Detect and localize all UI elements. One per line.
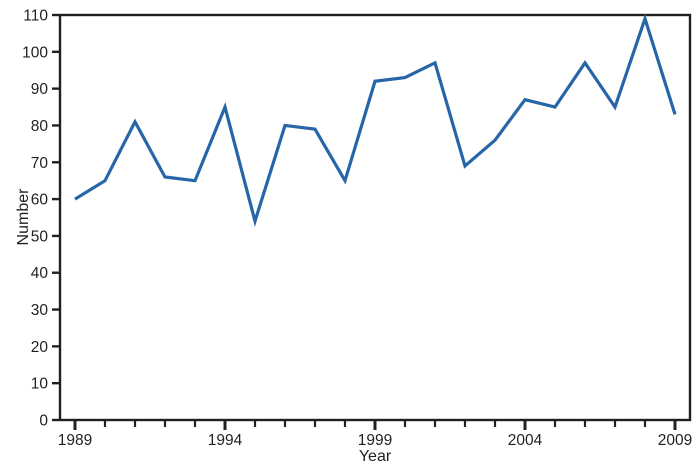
y-tick-label: 50 <box>31 228 49 245</box>
y-tick-label: 100 <box>22 44 48 61</box>
y-tick-label: 10 <box>31 376 49 393</box>
y-tick-label: 30 <box>31 302 49 319</box>
x-axis-title: Year <box>358 448 392 465</box>
x-tick-label: 2009 <box>658 432 692 449</box>
y-tick-label: 110 <box>23 8 48 25</box>
y-tick-label: 70 <box>31 155 49 172</box>
x-tick-label: 1999 <box>358 432 392 449</box>
y-axis-title: Number <box>15 188 32 246</box>
y-tick-label: 0 <box>39 413 48 430</box>
x-tick-label: 2004 <box>508 432 543 449</box>
y-tick-label: 40 <box>31 265 49 282</box>
data-line-number <box>74 13 677 227</box>
x-tick-label: 1989 <box>58 432 92 449</box>
y-tick-label: 60 <box>31 192 49 209</box>
y-tick-label: 90 <box>31 81 49 98</box>
x-tick-label: 1994 <box>208 432 243 449</box>
y-tick-label: 20 <box>31 339 49 356</box>
plot-frame <box>58 13 692 422</box>
y-tick-label: 80 <box>31 118 49 135</box>
